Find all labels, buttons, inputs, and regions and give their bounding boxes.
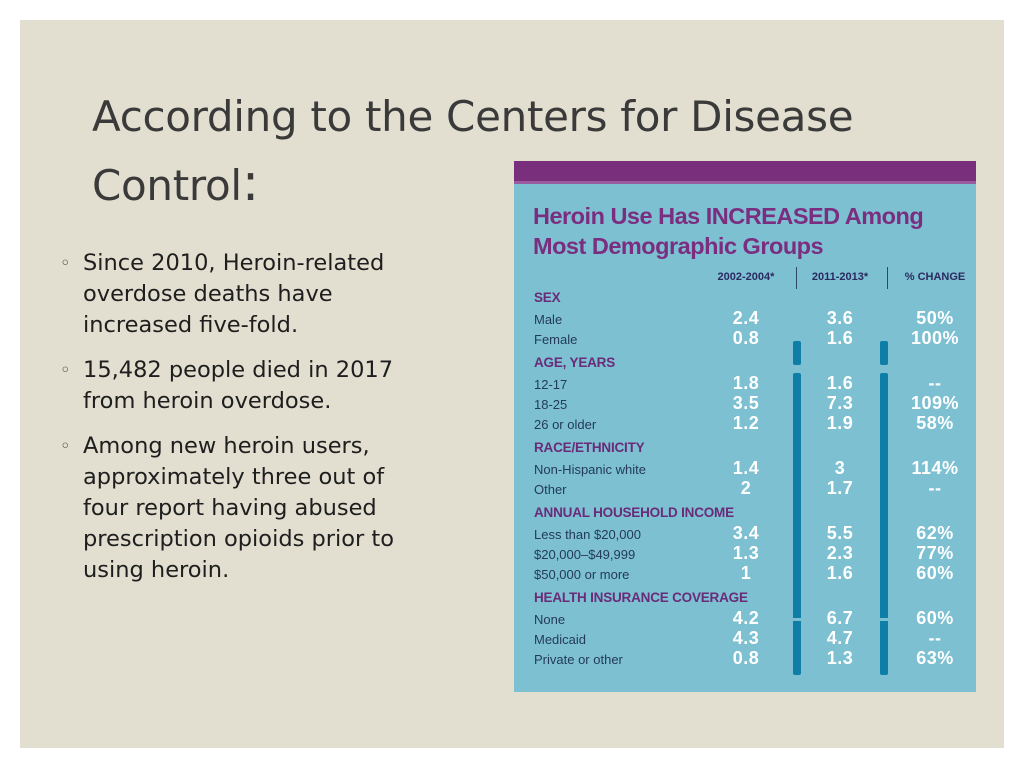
bullet-marker-icon: ◦	[60, 436, 71, 457]
row-label: 12-17	[534, 377, 568, 392]
section-heading: SEX	[534, 290, 561, 305]
vertical-bar	[880, 341, 888, 365]
column-header: 2011-2013*	[811, 271, 869, 283]
row-label: $20,000–$49,999	[534, 547, 636, 562]
row-label: Other	[534, 482, 567, 497]
value-2011-2013: 6.7	[826, 608, 854, 628]
row-label: Female	[534, 332, 578, 347]
vertical-bar	[793, 373, 801, 675]
value-2011-2013: 5.5	[826, 523, 854, 543]
row-label: 26 or older	[534, 417, 597, 432]
value-2002-2004: 4.3	[732, 628, 760, 648]
value-2002-2004: 1.4	[732, 458, 760, 478]
value-2002-2004: 4.2	[732, 608, 760, 628]
percent-change: 50%	[916, 308, 954, 328]
infographic-title: Heroin Use Has INCREASED Among Most Demo…	[533, 203, 924, 259]
section-heading: RACE/ETHNICITY	[534, 440, 645, 455]
percent-change: 62%	[916, 523, 954, 543]
value-2011-2013: 1.3	[826, 648, 854, 668]
column-header: % CHANGE	[904, 271, 966, 283]
row-label: Non-Hispanic white	[534, 462, 646, 477]
row-label: $50,000 or more	[534, 567, 630, 582]
section-heading: ANNUAL HOUSEHOLD INCOME	[534, 505, 734, 520]
value-2002-2004: 1	[740, 563, 752, 583]
value-2011-2013: 1.9	[826, 413, 854, 433]
infographic-top-band	[514, 161, 976, 181]
bullet-text: 15,482 people died in 2017 from heroin o…	[83, 357, 394, 414]
bullet-item: ◦ Since 2010, Heroin-related overdose de…	[60, 248, 430, 341]
percent-change: --	[928, 373, 942, 393]
percent-change: 63%	[916, 648, 954, 668]
value-2002-2004: 0.8	[732, 328, 760, 348]
row-label: None	[534, 612, 566, 627]
bullet-list: ◦ Since 2010, Heroin-related overdose de…	[60, 248, 430, 600]
row-label: Less than $20,000	[534, 527, 641, 542]
percent-change: 60%	[916, 563, 954, 583]
infographic-top-band-accent	[514, 181, 976, 184]
value-2002-2004: 2	[740, 478, 752, 498]
vertical-bar	[793, 341, 801, 365]
slide-title-text: According to the Centers for Disease Con…	[92, 92, 854, 210]
column-divider	[796, 267, 797, 289]
percent-change: --	[928, 478, 942, 498]
value-2002-2004: 1.2	[732, 413, 760, 433]
bullet-text: Since 2010, Heroin-related overdose deat…	[83, 250, 385, 338]
value-2002-2004: 3.5	[732, 393, 760, 413]
value-2011-2013: 1.6	[826, 328, 854, 348]
value-2002-2004: 0.8	[732, 648, 760, 668]
bullet-item: ◦ Among new heroin users, approximately …	[60, 431, 430, 586]
percent-change: 77%	[916, 543, 954, 563]
percent-change: 58%	[916, 413, 954, 433]
value-2011-2013: 4.7	[826, 628, 854, 648]
section-heading: HEALTH INSURANCE COVERAGE	[534, 590, 748, 605]
value-2002-2004: 3.4	[732, 523, 760, 543]
value-2011-2013: 3.6	[826, 308, 854, 328]
value-2011-2013: 7.3	[826, 393, 854, 413]
section-heading: AGE, YEARS	[534, 355, 616, 370]
percent-change: 114%	[911, 458, 959, 478]
percent-change: --	[928, 628, 942, 648]
column-divider	[887, 267, 888, 289]
bar-gap	[793, 618, 801, 621]
vertical-bar	[880, 373, 888, 675]
value-2011-2013: 1.7	[826, 478, 854, 498]
heroin-use-infographic: Heroin Use Has INCREASED Among Most Demo…	[514, 161, 976, 692]
row-label: 18-25	[534, 397, 568, 412]
slide-title: According to the Centers for Disease Con…	[92, 84, 912, 219]
value-2011-2013: 3	[834, 458, 846, 478]
slide: According to the Centers for Disease Con…	[20, 20, 1004, 748]
row-label: Male	[534, 312, 563, 327]
bullet-marker-icon: ◦	[60, 253, 71, 274]
value-2002-2004: 1.3	[732, 543, 760, 563]
percent-change: 60%	[916, 608, 954, 628]
bar-gap	[880, 618, 888, 621]
value-2011-2013: 2.3	[826, 543, 854, 563]
value-2011-2013: 1.6	[826, 373, 854, 393]
value-2002-2004: 2.4	[732, 308, 760, 328]
column-header: 2002-2004*	[717, 271, 775, 283]
row-label: Medicaid	[534, 632, 587, 647]
value-2002-2004: 1.8	[732, 373, 760, 393]
percent-change: 109%	[910, 393, 960, 413]
bullet-marker-icon: ◦	[60, 360, 71, 381]
value-2011-2013: 1.6	[826, 563, 854, 583]
slide-title-colon: :	[241, 153, 260, 213]
row-label: Private or other	[534, 652, 623, 667]
bullet-text: Among new heroin users, approximately th…	[83, 433, 395, 583]
percent-change: 100%	[910, 328, 960, 348]
bullet-item: ◦ 15,482 people died in 2017 from heroin…	[60, 355, 430, 417]
